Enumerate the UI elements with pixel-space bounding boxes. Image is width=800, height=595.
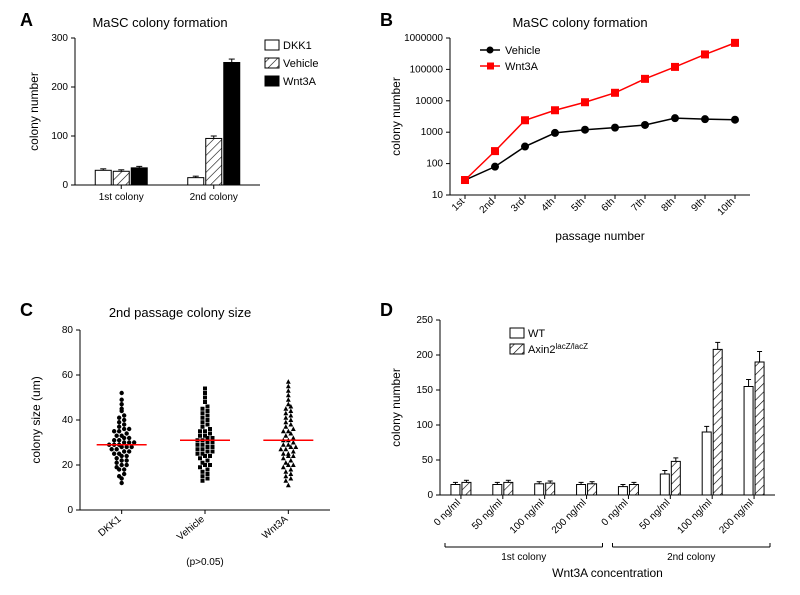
panel-a: A MaSC colony formation 0 100 200 300 colony… xyxy=(20,10,360,250)
svg-text:200 ng/ml: 200 ng/ml xyxy=(717,497,756,536)
svg-text:7th: 7th xyxy=(630,196,648,214)
svg-text:1000: 1000 xyxy=(421,127,444,138)
svg-text:1st colony: 1st colony xyxy=(501,552,546,563)
svg-text:WT: WT xyxy=(528,328,545,340)
svg-text:60: 60 xyxy=(62,370,74,381)
svg-text:10th: 10th xyxy=(716,196,738,218)
panel-b: B MaSC colony formation 1010010001000010… xyxy=(380,10,780,270)
svg-text:(p>0.05): (p>0.05) xyxy=(186,557,224,568)
svg-text:1000000: 1000000 xyxy=(404,33,443,44)
svg-text:40: 40 xyxy=(62,415,74,426)
svg-text:250: 250 xyxy=(416,315,433,326)
panel-c-title: 2nd passage colony size xyxy=(70,305,290,320)
svg-text:colony number: colony number xyxy=(389,77,403,156)
svg-text:2nd: 2nd xyxy=(478,196,498,216)
svg-text:Wnt3A concentration: Wnt3A concentration xyxy=(552,566,663,580)
svg-text:200: 200 xyxy=(416,350,433,361)
svg-text:100 ng/ml: 100 ng/ml xyxy=(508,497,547,536)
svg-text:100 ng/ml: 100 ng/ml xyxy=(675,497,714,536)
svg-text:50 ng/ml: 50 ng/ml xyxy=(470,497,505,532)
panel-b-label: B xyxy=(380,10,393,31)
svg-text:Axin2lacZ/lacZ: Axin2lacZ/lacZ xyxy=(528,342,588,357)
panel-b-chart: 10 100 1000 10000 100000 1000000 colony number… xyxy=(380,10,780,270)
svg-text:8th: 8th xyxy=(660,196,678,214)
svg-text:50: 50 xyxy=(422,455,434,466)
panel-c: C 2nd passage colony size 0 20 40 60 80 colon… xyxy=(20,300,360,590)
svg-text:2nd colony: 2nd colony xyxy=(667,552,715,563)
panel-c-chart: 0 20 40 60 80 colony size (um) DKK1 Vehicle Wnt3… xyxy=(20,300,360,590)
svg-text:Wnt3A: Wnt3A xyxy=(260,514,290,542)
svg-text:Vehicle: Vehicle xyxy=(505,45,540,57)
svg-text:4th: 4th xyxy=(540,196,558,214)
svg-text:150: 150 xyxy=(416,385,433,396)
svg-text:0: 0 xyxy=(427,490,433,501)
panel-d-label: D xyxy=(380,300,393,321)
svg-text:0: 0 xyxy=(67,505,73,516)
panel-b-title: MaSC colony formation xyxy=(460,15,700,30)
svg-text:3rd: 3rd xyxy=(509,196,527,214)
svg-text:9th: 9th xyxy=(690,196,708,214)
svg-text:DKK1: DKK1 xyxy=(97,514,124,539)
svg-text:100: 100 xyxy=(416,420,433,431)
svg-text:10000: 10000 xyxy=(415,96,443,107)
svg-text:20: 20 xyxy=(62,460,74,471)
svg-text:80: 80 xyxy=(62,325,74,336)
svg-text:0 ng/ml: 0 ng/ml xyxy=(432,497,463,528)
svg-text:300: 300 xyxy=(51,33,68,44)
svg-text:200: 200 xyxy=(51,82,68,93)
panel-a-chart: 0 100 200 300 colony number 1st colony 2nd col… xyxy=(20,10,360,250)
panel-a-title: MaSC colony formation xyxy=(60,15,260,30)
svg-text:100000: 100000 xyxy=(410,64,444,75)
svg-text:colony size (um): colony size (um) xyxy=(29,376,43,463)
svg-text:Wnt3A: Wnt3A xyxy=(283,76,317,88)
panel-c-label: C xyxy=(20,300,33,321)
svg-text:100: 100 xyxy=(426,159,443,170)
svg-text:200 ng/ml: 200 ng/ml xyxy=(550,497,589,536)
svg-text:colony number: colony number xyxy=(389,368,403,447)
svg-text:100: 100 xyxy=(51,131,68,142)
svg-text:2nd colony: 2nd colony xyxy=(190,192,238,203)
svg-text:colony number: colony number xyxy=(27,72,41,151)
svg-text:10: 10 xyxy=(432,190,444,201)
svg-text:1st colony: 1st colony xyxy=(99,192,144,203)
panel-a-label: A xyxy=(20,10,33,31)
svg-text:0 ng/ml: 0 ng/ml xyxy=(600,497,631,528)
svg-text:passage number: passage number xyxy=(555,229,644,243)
svg-text:50 ng/ml: 50 ng/ml xyxy=(638,497,673,532)
svg-text:6th: 6th xyxy=(600,196,618,214)
svg-text:Vehicle: Vehicle xyxy=(175,514,207,543)
svg-text:Vehicle: Vehicle xyxy=(283,58,318,70)
panel-d: D 050100150200250colony number0 ng/ml50 … xyxy=(380,300,790,590)
panel-d-chart: 050100150200250colony number0 ng/ml50 ng… xyxy=(380,300,790,590)
svg-text:0: 0 xyxy=(62,180,68,191)
svg-text:DKK1: DKK1 xyxy=(283,40,312,52)
svg-text:Wnt3A: Wnt3A xyxy=(505,61,539,73)
svg-text:5th: 5th xyxy=(570,196,588,214)
